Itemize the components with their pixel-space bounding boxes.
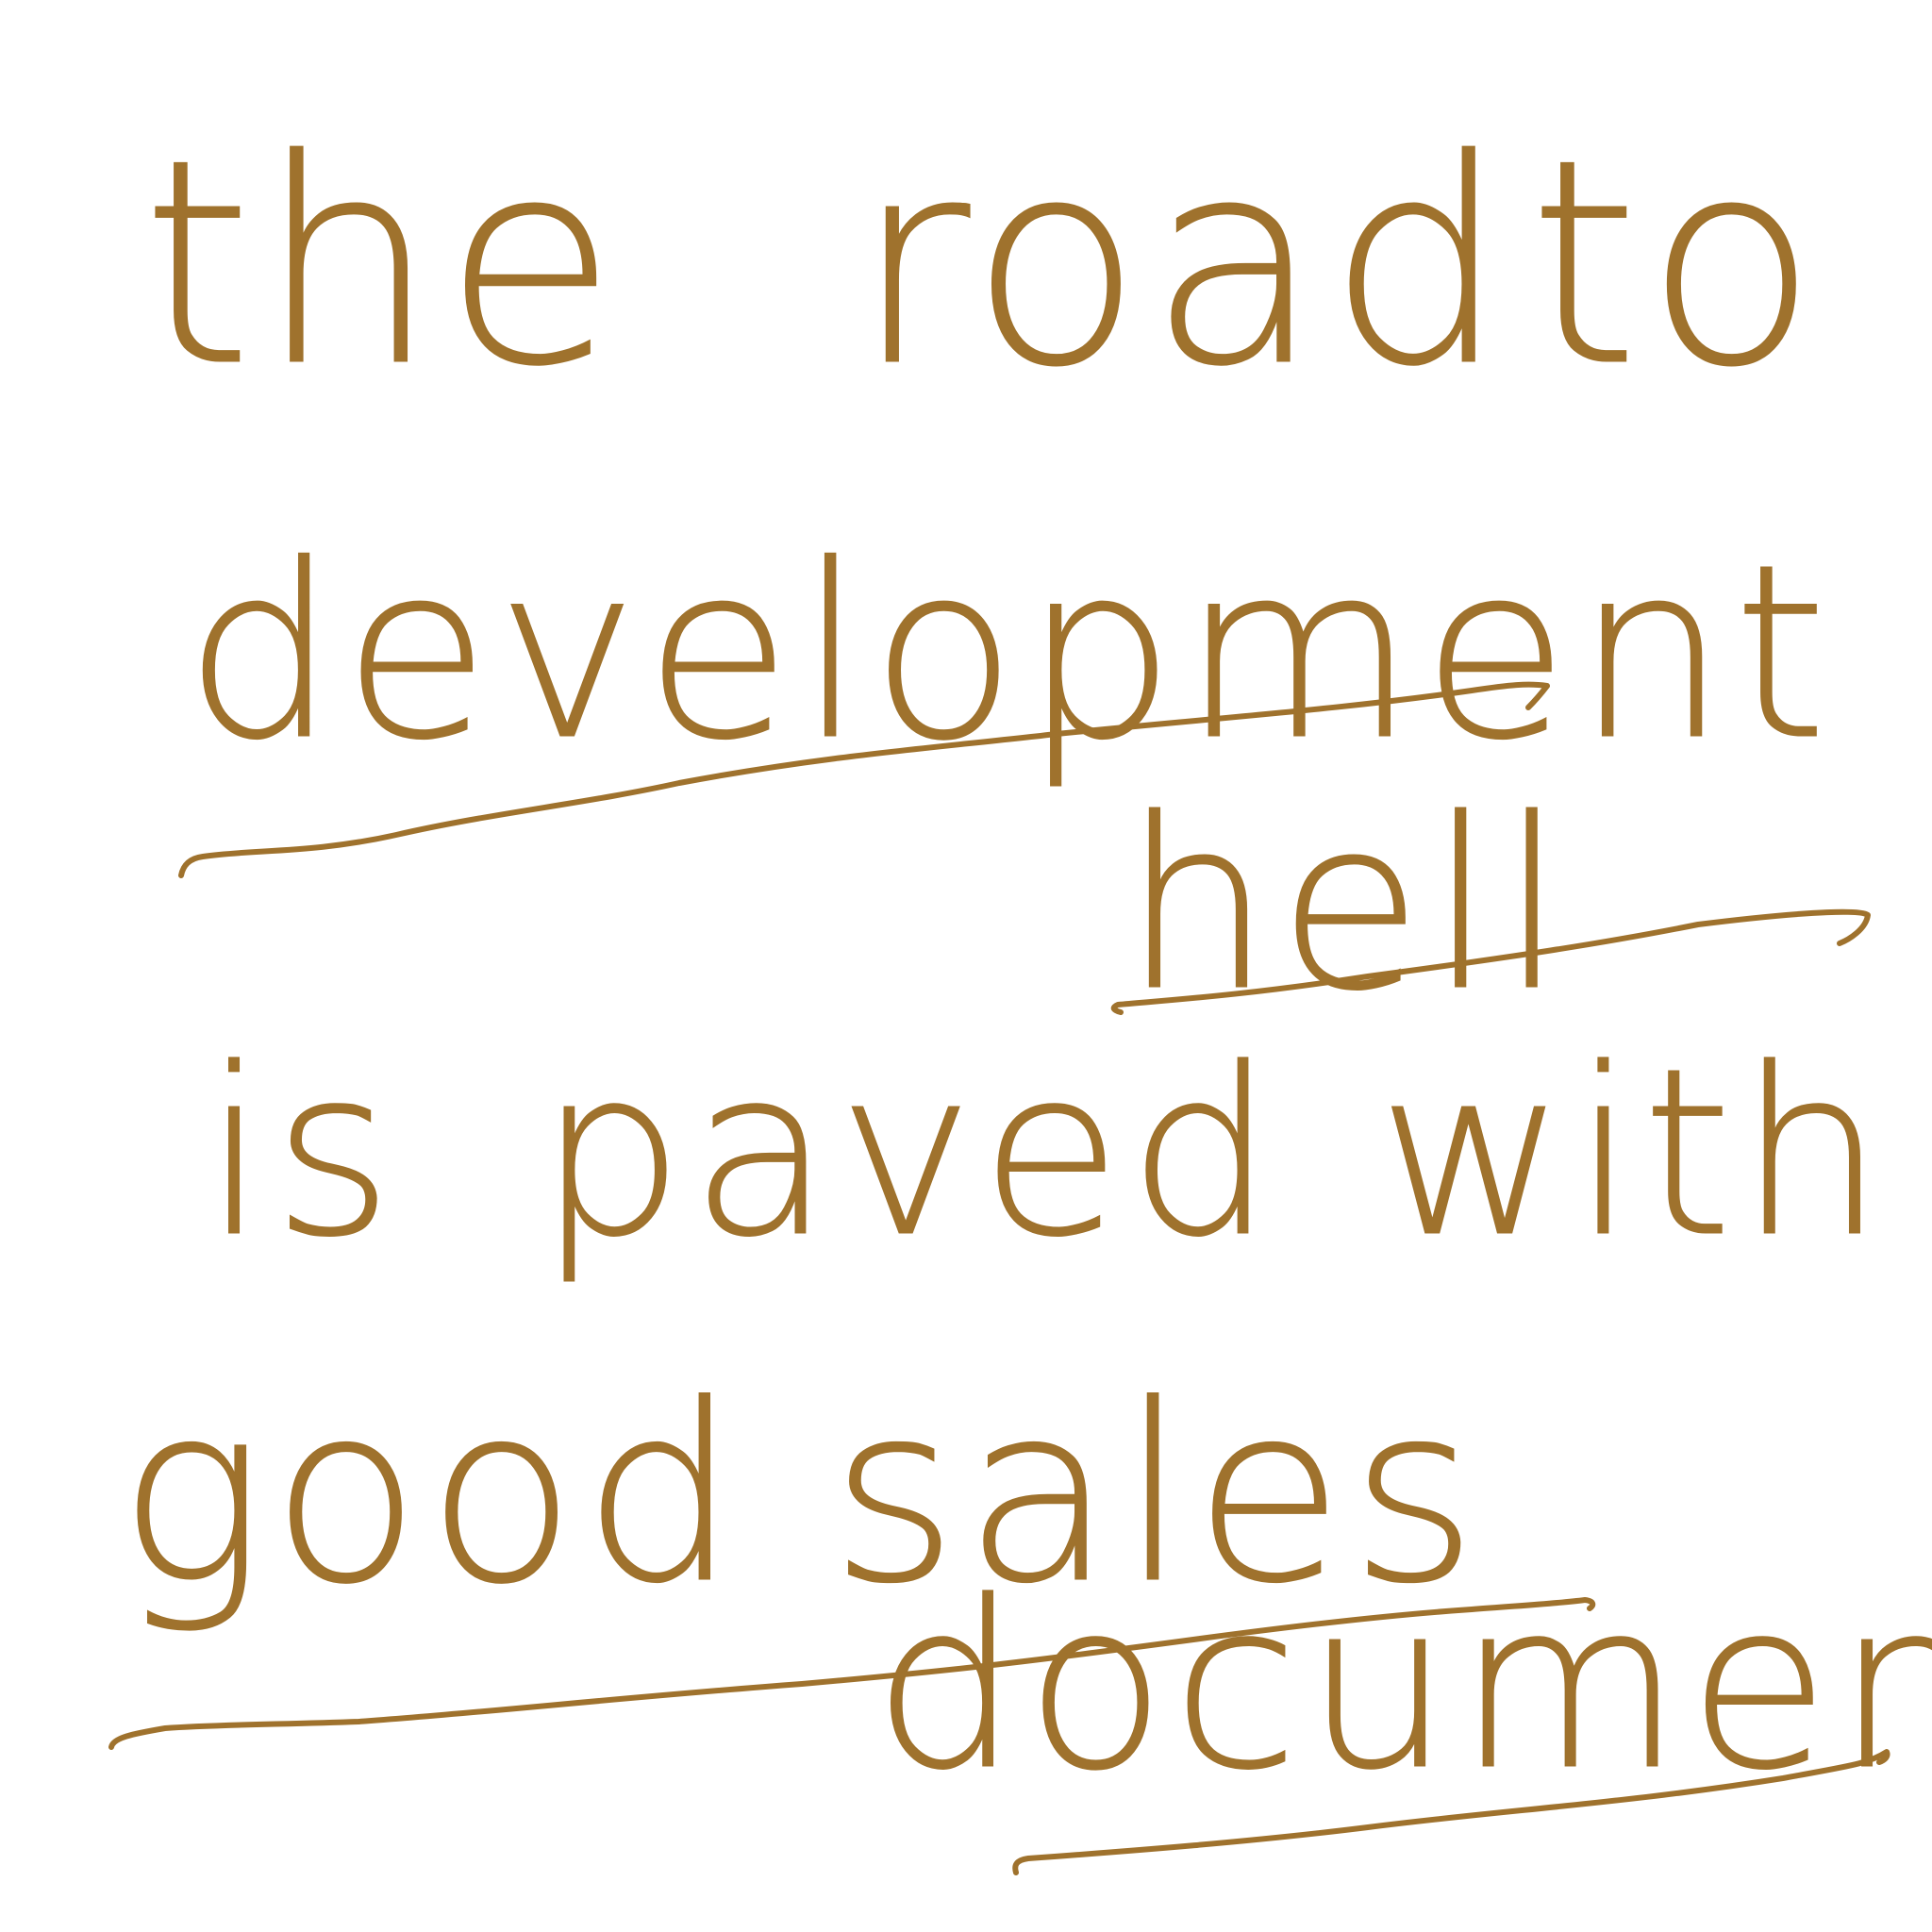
word-development: development xyxy=(183,513,1834,793)
word-is: is xyxy=(203,1019,399,1288)
word-the: the xyxy=(141,99,624,428)
word-good: good xyxy=(117,1353,744,1638)
word-to: to xyxy=(1527,99,1824,428)
word-hell: hell xyxy=(1122,768,1572,1042)
word-documents: documents xyxy=(873,1552,1932,1821)
word-sales: sales xyxy=(829,1353,1484,1638)
word-with: with xyxy=(1377,1019,1890,1288)
word-paved: paved xyxy=(538,1019,1280,1288)
word-road: road xyxy=(854,99,1513,428)
